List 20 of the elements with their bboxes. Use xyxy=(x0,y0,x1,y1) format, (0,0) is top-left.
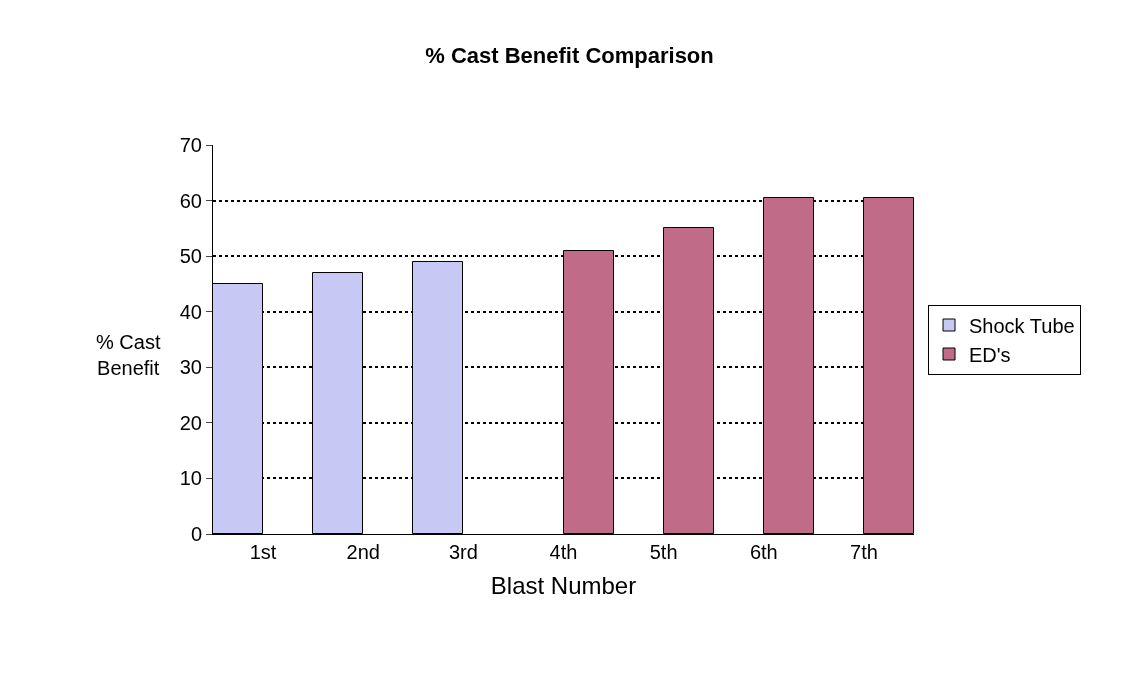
y-axis-title: % Cast Benefit xyxy=(96,331,161,379)
y-tick-label: 0 xyxy=(190,523,202,545)
legend-label: Shock Tube xyxy=(969,314,1075,337)
chart-title: % Cast Benefit Comparison xyxy=(425,42,714,68)
x-tick-label: 1st xyxy=(249,541,277,563)
y-tick-label: 30 xyxy=(179,356,202,379)
x-tick-label: 3rd xyxy=(448,541,478,563)
x-tick-label: 5th xyxy=(649,541,678,563)
x-tick-label: 4th xyxy=(549,541,578,563)
x-axis-title: Blast Number xyxy=(490,572,637,600)
x-tick-label: 6th xyxy=(749,541,778,563)
y-tick-label: 50 xyxy=(179,245,202,268)
y-tick-label: 70 xyxy=(179,134,202,156)
y-tick-label: 20 xyxy=(179,411,202,434)
legend-label: ED's xyxy=(969,343,1011,366)
x-tick-label: 2nd xyxy=(346,541,380,563)
y-tick-label: 10 xyxy=(179,467,202,490)
y-tick-label: 40 xyxy=(179,300,202,323)
x-tick-label: 7th xyxy=(850,541,878,563)
y-tick-label: 60 xyxy=(179,189,202,212)
